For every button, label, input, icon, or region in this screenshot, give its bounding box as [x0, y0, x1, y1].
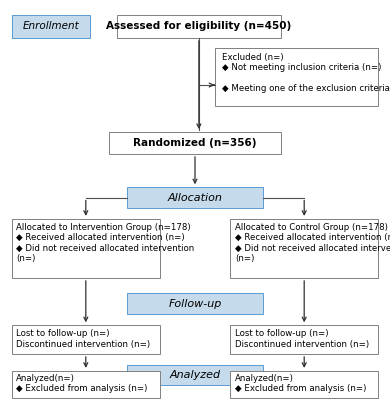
Text: Enrollment: Enrollment: [22, 21, 79, 31]
Text: Follow-up: Follow-up: [168, 298, 222, 309]
FancyBboxPatch shape: [215, 48, 378, 106]
FancyBboxPatch shape: [12, 325, 160, 354]
FancyBboxPatch shape: [230, 371, 378, 398]
FancyBboxPatch shape: [109, 132, 281, 154]
FancyBboxPatch shape: [12, 371, 160, 398]
FancyBboxPatch shape: [117, 15, 281, 38]
Text: Assessed for eligibility (n=450): Assessed for eligibility (n=450): [106, 21, 291, 31]
Text: Lost to follow-up (n=)
Discontinued intervention (n=): Lost to follow-up (n=) Discontinued inte…: [16, 329, 151, 348]
FancyBboxPatch shape: [127, 187, 263, 208]
Text: Allocated to Control Group (n=178)
◆ Received allocated intervention (n=)
◆ Did : Allocated to Control Group (n=178) ◆ Rec…: [235, 223, 390, 263]
Text: Allocation: Allocation: [168, 192, 222, 202]
FancyBboxPatch shape: [127, 293, 263, 314]
Text: Allocated to Intervention Group (n=178)
◆ Received allocated intervention (n=)
◆: Allocated to Intervention Group (n=178) …: [16, 223, 195, 263]
FancyBboxPatch shape: [230, 325, 378, 354]
FancyBboxPatch shape: [12, 219, 160, 278]
Text: Analyzed(n=)
◆ Excluded from analysis (n=): Analyzed(n=) ◆ Excluded from analysis (n…: [16, 374, 148, 394]
FancyBboxPatch shape: [127, 365, 263, 385]
Text: Lost to follow-up (n=)
Discontinued intervention (n=): Lost to follow-up (n=) Discontinued inte…: [235, 329, 369, 348]
Text: Analyzed: Analyzed: [169, 370, 221, 380]
FancyBboxPatch shape: [230, 219, 378, 278]
Text: Excluded (n=)
◆ Not meeting inclusion criteria (n=)

◆ Meeting one of the exclus: Excluded (n=) ◆ Not meeting inclusion cr…: [222, 53, 390, 93]
Text: Randomized (n=356): Randomized (n=356): [133, 138, 257, 148]
Text: Analyzed(n=)
◆ Excluded from analysis (n=): Analyzed(n=) ◆ Excluded from analysis (n…: [235, 374, 366, 394]
FancyBboxPatch shape: [12, 15, 90, 38]
